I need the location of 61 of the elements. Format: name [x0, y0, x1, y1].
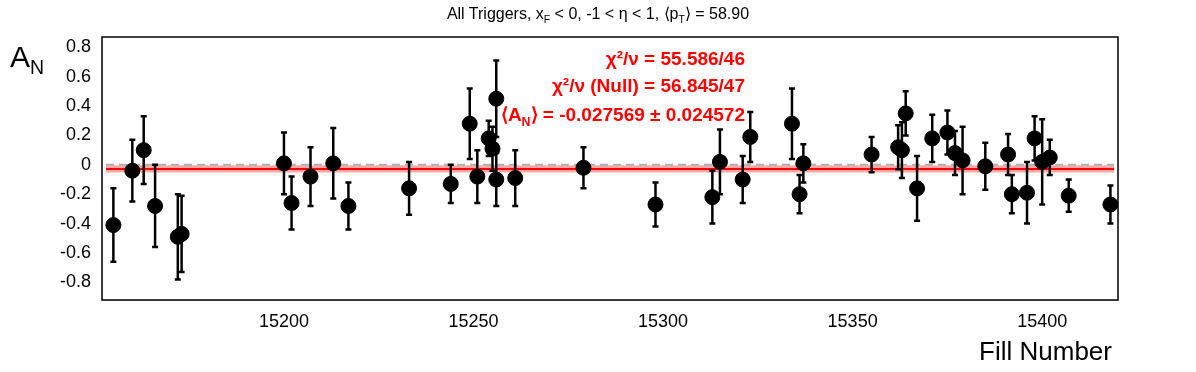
x-tick-label: 15400 — [1017, 310, 1068, 331]
point — [954, 152, 971, 169]
point — [1026, 130, 1043, 147]
point — [924, 130, 941, 147]
y-tick-label: -0.2 — [59, 183, 91, 204]
point — [977, 158, 994, 175]
point — [909, 180, 926, 197]
point — [340, 197, 357, 214]
chart-title: All Triggers, x$_{F}$ < 0, -1 < η < 1, ⟨p$_{T}$⟩ = 58.90 — [445, 4, 751, 26]
point — [488, 90, 505, 107]
point — [135, 142, 152, 159]
point — [147, 197, 164, 214]
point — [124, 162, 141, 179]
point — [1041, 149, 1058, 166]
x-axis-title: Fill Number — [979, 336, 1112, 367]
point — [795, 155, 812, 172]
point — [1102, 196, 1118, 213]
y-tick-label: -0.4 — [59, 212, 91, 233]
point — [469, 168, 486, 185]
point — [1060, 187, 1077, 204]
point — [863, 146, 880, 163]
annotation: χ²/ν (Null) = 56.845/47 — [551, 75, 745, 97]
y-tick-label: 0.6 — [65, 65, 91, 86]
y-tick-label: 0.4 — [65, 95, 91, 116]
point — [275, 155, 292, 172]
point — [734, 171, 751, 188]
point — [488, 171, 505, 188]
y-tick-label: 0 — [80, 153, 91, 174]
x-tick-label: 15250 — [448, 310, 499, 331]
point — [484, 140, 501, 157]
point — [325, 155, 342, 172]
annotation: ⟨A$_{N}$⟩ = -0.027569 ± 0.024572 — [500, 103, 745, 129]
point — [507, 170, 524, 187]
point — [401, 180, 418, 197]
point — [647, 196, 664, 213]
point — [1003, 186, 1020, 203]
point — [1019, 184, 1036, 201]
y-tick-label: 0.8 — [65, 36, 91, 57]
point — [742, 128, 759, 145]
point — [105, 217, 122, 234]
x-tick-label: 15300 — [638, 310, 689, 331]
point — [783, 115, 800, 132]
point — [791, 186, 808, 203]
annotation: χ²/ν = 55.586/46 — [605, 48, 745, 70]
point — [897, 105, 914, 122]
point — [939, 124, 956, 141]
y-tick-label: 0.2 — [65, 124, 91, 145]
point — [442, 175, 459, 192]
point — [711, 153, 728, 170]
x-tick-label: 15200 — [258, 310, 309, 331]
point — [704, 189, 721, 206]
y-tick-label: -0.8 — [59, 271, 91, 292]
y-axis-title: A$_{N}$ — [10, 40, 45, 79]
point — [461, 115, 478, 132]
point — [302, 168, 319, 185]
point — [283, 195, 300, 212]
point — [1000, 146, 1017, 163]
y-tick-label: -0.6 — [59, 241, 91, 262]
point — [173, 225, 190, 242]
x-tick-label: 15350 — [827, 310, 878, 331]
point — [575, 159, 592, 176]
